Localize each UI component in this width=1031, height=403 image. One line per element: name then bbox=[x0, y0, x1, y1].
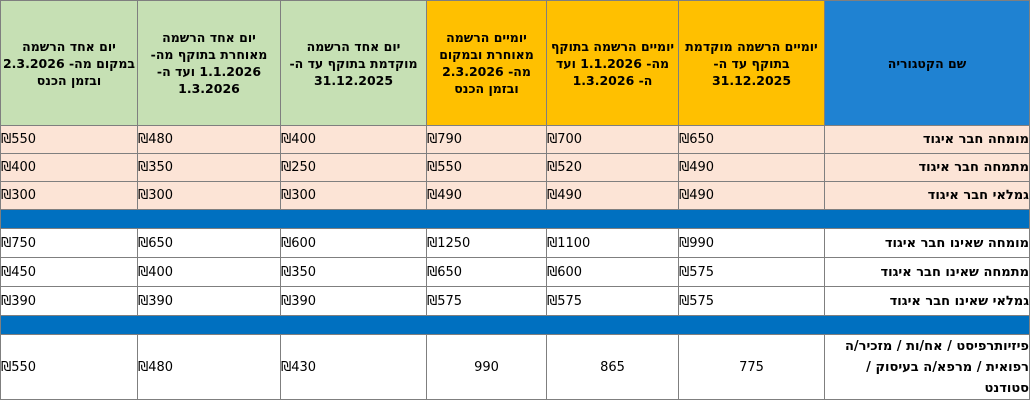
price-cell: ₪790 bbox=[426, 125, 547, 154]
price-cell: ₪390 bbox=[280, 286, 427, 316]
table-row: פיזיותרפיסט / אח/ות / מזכיר/ה רפואית / מ… bbox=[0, 334, 1030, 400]
price-cell: ₪480 bbox=[137, 125, 281, 154]
price-cell: ₪650 bbox=[137, 228, 281, 258]
category-cell: גמלאי חבר איגוד bbox=[824, 181, 1030, 210]
price-cell: ₪750 bbox=[0, 228, 138, 258]
price-cell: ₪300 bbox=[137, 181, 281, 210]
price-cell: ₪990 bbox=[678, 228, 825, 258]
price-cell: ₪550 bbox=[0, 334, 138, 400]
price-cell: ₪350 bbox=[137, 153, 281, 182]
category-cell: מומחה שאינו חבר איגוד bbox=[824, 228, 1030, 258]
price-cell: ₪490 bbox=[678, 181, 825, 210]
price-cell: ₪575 bbox=[546, 286, 679, 316]
price-cell: ₪390 bbox=[0, 286, 138, 316]
price-cell: ₪490 bbox=[426, 181, 547, 210]
table-row: מומחה חבר איגוד ₪650 ₪700 ₪790 ₪400 ₪480… bbox=[0, 125, 1030, 154]
price-cell: ₪250 bbox=[280, 153, 427, 182]
category-cell: מתמחה חבר איגוד bbox=[824, 153, 1030, 182]
price-cell: ₪520 bbox=[546, 153, 679, 182]
price-cell: ₪490 bbox=[546, 181, 679, 210]
price-cell: ₪650 bbox=[426, 257, 547, 287]
price-cell: ₪300 bbox=[280, 181, 427, 210]
header-row: שם הקטגוריה יומיים הרשמה מוקדמת בתוקף עד… bbox=[0, 0, 1030, 126]
price-cell: ₪390 bbox=[137, 286, 281, 316]
category-cell: מומחה חבר איגוד bbox=[824, 125, 1030, 154]
header-two-day-regular: יומיים הרשמה בתוקף מה- 1.1.2026 ועד ה- 1… bbox=[546, 0, 679, 126]
category-cell: גמלאי שאינו חבר איגוד bbox=[824, 286, 1030, 316]
separator-row bbox=[0, 315, 1030, 335]
price-cell: ₪300 bbox=[0, 181, 138, 210]
price-cell: ₪430 bbox=[280, 334, 427, 400]
price-cell: ₪650 bbox=[678, 125, 825, 154]
header-one-day-late: יום אחד הרשמה מאוחרת בתוקף מה- 1.1.2026 … bbox=[137, 0, 281, 126]
price-cell: ₪450 bbox=[0, 257, 138, 287]
header-two-day-late: יומיים הרשמה מאוחרת ובמקום מה- 2.3.2026 … bbox=[426, 0, 547, 126]
table-row: מתמחה שאינו חבר איגוד ₪575 ₪600 ₪650 ₪35… bbox=[0, 257, 1030, 287]
price-cell: 990 bbox=[426, 334, 547, 400]
price-cell: ₪700 bbox=[546, 125, 679, 154]
separator-bar bbox=[0, 315, 1030, 335]
price-cell: ₪550 bbox=[426, 153, 547, 182]
price-cell: ₪600 bbox=[280, 228, 427, 258]
header-category: שם הקטגוריה bbox=[824, 0, 1030, 126]
header-one-day-onsite: יום אחד הרשמה במקום מה- 2.3.2026 ובזמן ה… bbox=[0, 0, 138, 126]
table-row: מומחה שאינו חבר איגוד ₪990 ₪1100 ₪1250 ₪… bbox=[0, 228, 1030, 258]
price-cell: ₪400 bbox=[280, 125, 427, 154]
table-row: גמלאי חבר איגוד ₪490 ₪490 ₪490 ₪300 ₪300… bbox=[0, 181, 1030, 210]
header-two-day-early: יומיים הרשמה מוקדמת בתוקף עד ה- 31.12.20… bbox=[678, 0, 825, 126]
price-cell: ₪575 bbox=[426, 286, 547, 316]
category-cell: מתמחה שאינו חבר איגוד bbox=[824, 257, 1030, 287]
category-cell: פיזיותרפיסט / אח/ות / מזכיר/ה רפואית / מ… bbox=[824, 334, 1030, 400]
separator-bar bbox=[0, 209, 1030, 229]
price-cell: ₪575 bbox=[678, 257, 825, 287]
price-cell: ₪1250 bbox=[426, 228, 547, 258]
price-cell: ₪400 bbox=[137, 257, 281, 287]
table-row: מתמחה חבר איגוד ₪490 ₪520 ₪550 ₪250 ₪350… bbox=[0, 153, 1030, 182]
price-cell: ₪550 bbox=[0, 125, 138, 154]
price-cell: 865 bbox=[546, 334, 679, 400]
price-cell: ₪400 bbox=[0, 153, 138, 182]
table-row: גמלאי שאינו חבר איגוד ₪575 ₪575 ₪575 ₪39… bbox=[0, 286, 1030, 316]
price-cell: ₪575 bbox=[678, 286, 825, 316]
header-one-day-early: יום אחד הרשמה מוקדמת בתוקף עד ה- 31.12.2… bbox=[280, 0, 427, 126]
price-cell: ₪1100 bbox=[546, 228, 679, 258]
separator-row bbox=[0, 209, 1030, 229]
price-cell: 775 bbox=[678, 334, 825, 400]
price-cell: ₪600 bbox=[546, 257, 679, 287]
price-cell: ₪350 bbox=[280, 257, 427, 287]
price-cell: ₪490 bbox=[678, 153, 825, 182]
price-cell: ₪480 bbox=[137, 334, 281, 400]
